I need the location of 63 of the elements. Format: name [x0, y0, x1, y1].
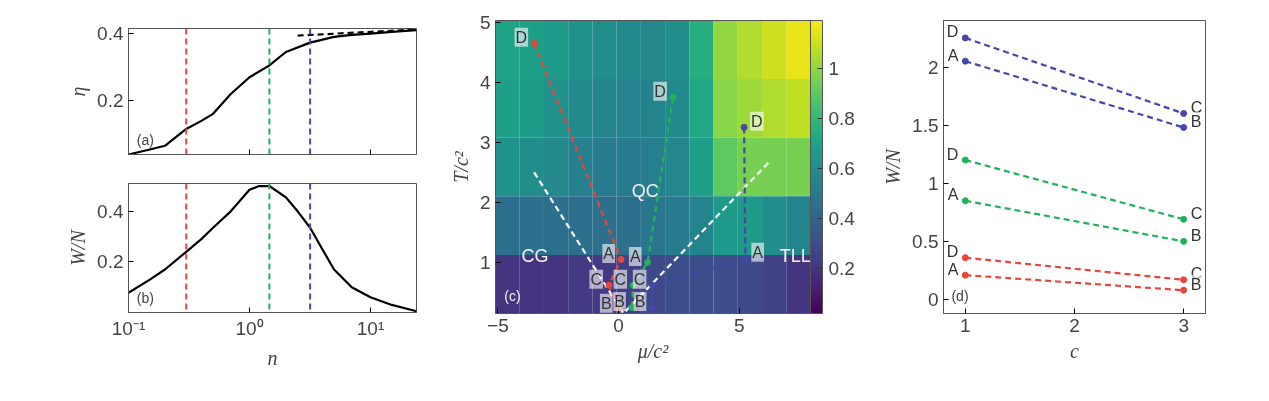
x-tick-label: 2 [1069, 314, 1080, 336]
data-label: B [634, 293, 646, 310]
color-bar-label: 0.4 [828, 207, 856, 229]
x-tick-label: 10⁰ [235, 317, 264, 339]
data-label: D [515, 28, 528, 46]
data-label: D [946, 23, 959, 41]
annotation: (c) [504, 287, 521, 304]
y-axis-title: W/N [67, 228, 90, 266]
data-label: C [633, 270, 646, 288]
x-axis-title: μ/c² [636, 339, 670, 363]
data-label: A [752, 243, 764, 261]
y-tick-label: 0.5 [912, 230, 939, 252]
y-tick-label: 1 [927, 172, 939, 194]
annotation: TLL [779, 245, 811, 266]
annotation: (a) [136, 131, 154, 148]
data-label: D [946, 243, 959, 261]
x-tick-label: 1 [960, 314, 971, 336]
y-tick-label: 2 [927, 56, 939, 78]
x-tick-label: 10⁻¹ [111, 317, 146, 339]
data-label: D [751, 112, 763, 130]
y-tick-label: 2 [479, 191, 491, 213]
data-label: C [1190, 204, 1203, 222]
x-tick-label: 0 [613, 314, 624, 336]
data-label: A [629, 247, 641, 265]
y-tick-label: 1.5 [912, 114, 939, 136]
data-label: A [947, 260, 959, 278]
x-tick-label: 10¹ [356, 317, 385, 339]
color-bar-label: 0.2 [828, 257, 855, 279]
color-bar-label: 0.8 [828, 107, 855, 129]
annotation: (b) [136, 289, 154, 306]
data-label: A [947, 46, 959, 64]
x-tick-label: −5 [487, 314, 509, 336]
annotation: QC [631, 181, 659, 202]
y-tick-label: 0 [927, 289, 939, 311]
x-tick-label: 5 [734, 314, 745, 336]
data-label: B [600, 294, 612, 312]
data-label: B [1190, 112, 1202, 130]
data-label: C [614, 270, 627, 288]
y-axis-title: W/N [882, 147, 905, 185]
y-tick-label: 0.4 [97, 23, 124, 45]
y-tick-label: 3 [479, 131, 491, 153]
x-axis-title: c [1070, 339, 1080, 362]
data-label: D [946, 145, 959, 163]
y-axis-title: η [67, 86, 91, 97]
data-label: D [654, 82, 666, 100]
color-bar-label: 0.6 [828, 157, 855, 179]
y-tick-label: 4 [479, 71, 491, 93]
y-tick-label: 0.2 [97, 251, 124, 273]
y-tick-label: 1 [479, 251, 491, 273]
y-axis-title: T/c² [449, 150, 472, 183]
y-tick-label: 0.2 [97, 90, 124, 112]
annotation: CG [521, 245, 549, 266]
data-label: C [590, 270, 602, 288]
annotation: (d) [951, 287, 969, 304]
data-label: B [614, 293, 625, 310]
color-bar-label: 1 [828, 57, 840, 79]
x-tick-label: 3 [1178, 314, 1189, 336]
y-tick-label: 5 [479, 11, 491, 33]
y-tick-label: 0.4 [97, 200, 124, 222]
data-label: A [947, 186, 959, 204]
x-axis-title: n [267, 346, 278, 369]
data-label: B [1190, 226, 1202, 244]
data-label: A [603, 244, 615, 262]
